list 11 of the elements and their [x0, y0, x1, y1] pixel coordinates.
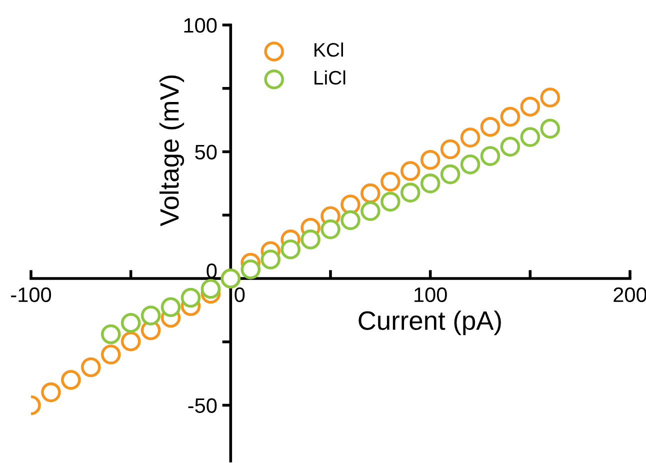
y-tick-label: 50 [195, 144, 217, 160]
y-tick-label: 0 [206, 263, 217, 278]
y-tick-label: -50 [188, 398, 217, 413]
y-axis-title: Voltage (mV) [159, 75, 184, 226]
y-tick-label: 100 [184, 18, 217, 33]
x-tick-label: 100 [414, 287, 447, 302]
legend-label: LiCl [314, 70, 346, 85]
x-tick-label: 0 [234, 287, 245, 302]
x-tick-label: -100 [11, 287, 52, 302]
legend-label: KCl [314, 42, 343, 57]
x-axis-title: Current (pA) [358, 310, 501, 336]
